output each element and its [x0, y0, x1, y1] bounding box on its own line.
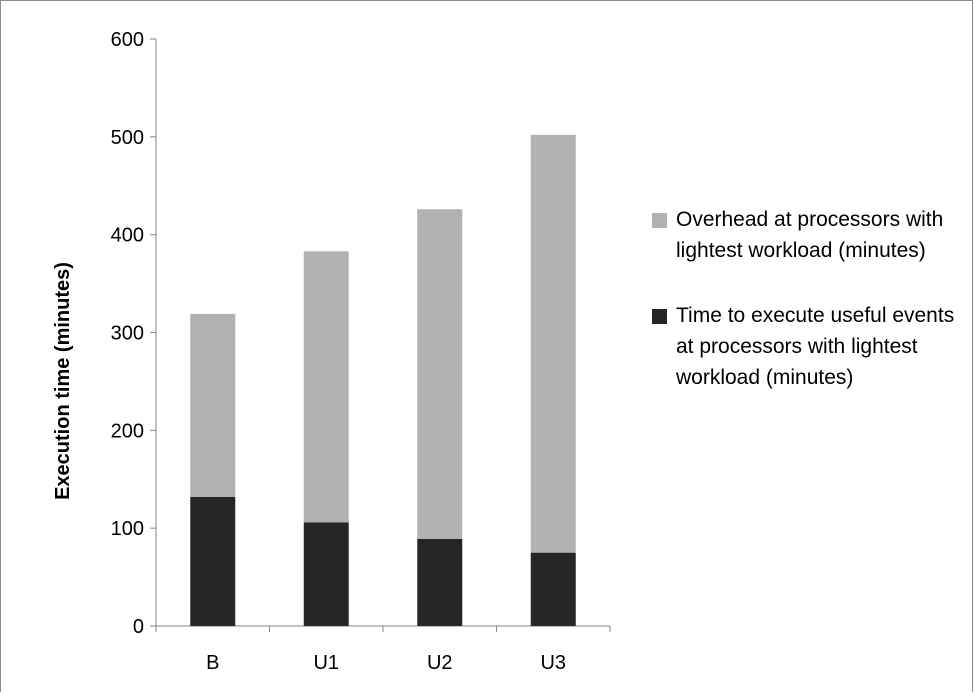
- bar-overhead-b: [190, 313, 236, 497]
- bar-useful-time-b: [190, 496, 236, 626]
- y-tick-label: 200: [111, 420, 144, 442]
- legend: Overhead at processors with lightest wor…: [652, 204, 972, 427]
- x-tick-label: U2: [427, 652, 453, 674]
- bar-overhead-u1: [303, 251, 349, 523]
- x-tick-label: B: [206, 652, 219, 674]
- x-tick-label: U3: [540, 652, 566, 674]
- legend-item-useful-time: Time to execute useful events at process…: [652, 300, 972, 393]
- x-tick-label: U1: [313, 652, 339, 674]
- y-axis-label: Execution time (minutes): [52, 262, 74, 500]
- bar-useful-time-u2: [417, 538, 463, 626]
- legend-label-useful-time: Time to execute useful events at process…: [676, 304, 955, 389]
- plot-area: 0 100 200 300 400 500 600 B U1 U2 U3: [111, 29, 611, 674]
- y-tick-label: 300: [111, 323, 144, 345]
- y-tick-label: 0: [133, 616, 144, 638]
- legend-label-overhead: Overhead at processors with lightest wor…: [676, 208, 944, 262]
- legend-swatch-overhead: [652, 213, 667, 228]
- bar-overhead-u3: [530, 134, 576, 553]
- legend-swatch-useful-time: [652, 309, 667, 324]
- y-tick-label: 400: [111, 225, 144, 247]
- y-tick-label: 100: [111, 518, 144, 540]
- y-tick-label: 500: [111, 127, 144, 149]
- bar-overhead-u2: [417, 209, 463, 539]
- bar-useful-time-u3: [530, 552, 576, 626]
- bar-useful-time-u1: [303, 522, 349, 626]
- y-tick-label: 600: [111, 29, 144, 51]
- legend-item-overhead: Overhead at processors with lightest wor…: [652, 204, 972, 266]
